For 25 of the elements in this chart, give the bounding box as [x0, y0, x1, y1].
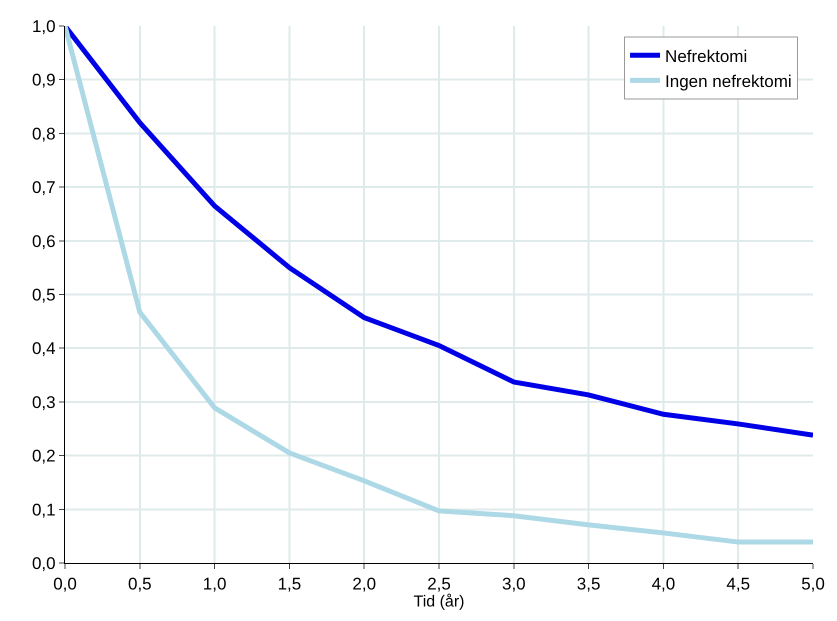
y-tick-label: 0,1: [32, 500, 56, 520]
x-tick-label: 0,5: [128, 574, 152, 594]
y-tick-label: 1,0: [32, 16, 56, 36]
y-tick-label: 0,2: [32, 446, 56, 466]
x-tick-label: 3,0: [502, 574, 526, 594]
x-tick-label: 5,0: [801, 574, 825, 594]
x-tick-label: 1,5: [278, 574, 302, 594]
x-tick-label: 4,5: [726, 574, 750, 594]
x-tick-label: 2,5: [427, 574, 451, 594]
y-tick-label: 0,6: [32, 232, 56, 251]
x-tick-label: 0,0: [53, 574, 77, 594]
y-tick-label: 0,9: [32, 70, 56, 90]
legend-label: Ingen nefrektomi: [665, 72, 792, 92]
x-tick-label: 4,0: [652, 574, 676, 594]
y-tick-label: 0,8: [32, 124, 56, 144]
y-tick-label: 0,5: [32, 285, 56, 304]
legend-label: Nefrektomi: [665, 46, 748, 66]
y-tick-label: 0,0: [32, 554, 56, 573]
x-tick-label: 3,5: [576, 574, 600, 594]
y-tick-label: 0,4: [32, 339, 56, 358]
x-tick-label: 2,0: [352, 574, 376, 594]
y-tick-label: 0,3: [32, 392, 56, 412]
x-axis-title: Tid (år): [414, 593, 464, 610]
x-tick-label: 1,0: [202, 574, 226, 594]
y-tick-label: 0,7: [32, 178, 56, 198]
